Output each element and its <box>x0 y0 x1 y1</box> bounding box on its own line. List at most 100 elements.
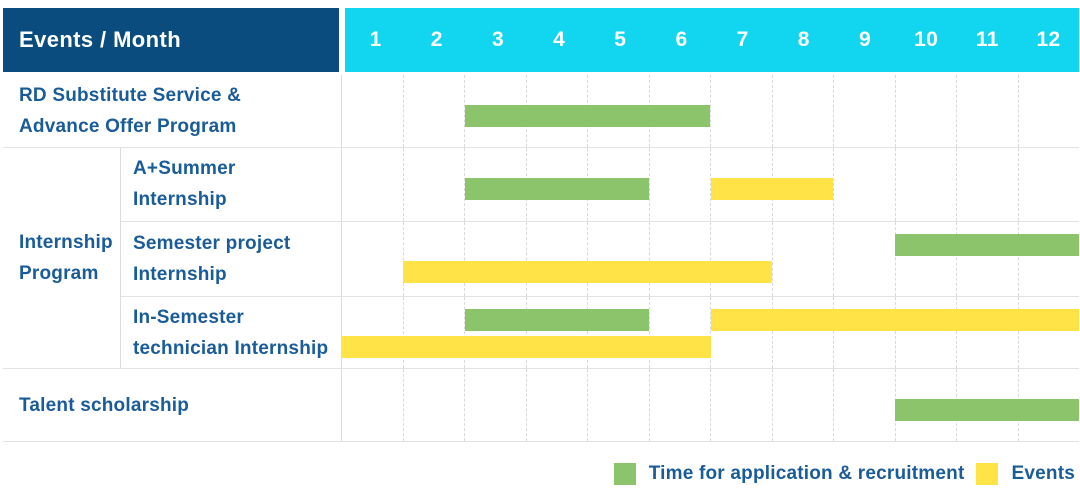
month-grid-cell <box>710 148 772 221</box>
month-grid-cell <box>587 369 649 441</box>
month-grid-cell <box>402 369 465 441</box>
row-label-line: Talent scholarship <box>19 394 190 416</box>
month-grid-cell <box>402 221 465 297</box>
month-grid <box>342 148 1079 221</box>
internship-program-group: Internship Program A+Summer Internship Semes… <box>3 147 1079 368</box>
legend: Time for application & recruitment Events <box>613 462 1075 486</box>
month-grid-cell <box>1017 297 1080 368</box>
month-grid-cell <box>710 75 772 147</box>
month-grid-cell <box>771 75 834 147</box>
gantt-bar-application <box>464 105 711 127</box>
month-header-cell: 3 <box>491 28 504 51</box>
month-grid-cell <box>525 221 588 297</box>
month-grid-cell <box>833 148 895 221</box>
event-row: Talent scholarship <box>3 368 1079 441</box>
month-grid <box>342 369 1079 441</box>
month-grid-cell <box>342 148 403 221</box>
month-header-cell: 8 <box>797 28 810 51</box>
event-subrow-label: Semester project Internship <box>121 221 342 297</box>
month-header-cell: 10 <box>914 28 939 51</box>
month-header-cell: 6 <box>675 28 688 51</box>
month-grid-cell <box>464 297 526 368</box>
gantt-bar-event <box>710 178 834 200</box>
event-row-label: RD Substitute Service & Advance Offer Pro… <box>3 75 342 147</box>
month-grid-cell <box>1017 75 1080 147</box>
row-label-line: Internship <box>133 264 227 285</box>
month-grid-cell <box>648 369 711 441</box>
row-label-line: technician Internship <box>133 337 329 359</box>
events-month-table: Events / Month 1 2 3 4 5 6 7 8 9 10 11 12 RD Substi… <box>3 8 1079 442</box>
month-grid-cell <box>464 148 526 221</box>
header-divider <box>339 8 345 72</box>
legend-item-application: Time for application & recruitment <box>613 463 965 485</box>
row-label-line: A+Summer <box>133 158 236 180</box>
month-grid-cell <box>1017 148 1080 221</box>
month-header-cell: 4 <box>553 28 566 51</box>
month-grid-cell <box>648 297 711 368</box>
month-grid-cell <box>648 221 711 297</box>
month-header-cell: 7 <box>736 28 749 51</box>
group-label-line: Program <box>19 263 99 284</box>
month-grid-cell <box>464 221 526 297</box>
legend-label: Events <box>1011 463 1075 484</box>
gantt-bar-application <box>894 399 1079 421</box>
group-label-line: Internship <box>19 232 113 253</box>
event-row: RD Substitute Service & Advance Offer Pro… <box>3 75 1079 147</box>
month-grid-cell <box>1017 221 1080 297</box>
row-label-line: RD Substitute Service & <box>19 85 242 106</box>
month-grid-cell <box>342 222 403 297</box>
month-grid-cell <box>525 297 588 368</box>
group-label: Internship Program <box>3 148 121 368</box>
month-grid-cell <box>648 148 711 221</box>
month-grid-cell <box>771 369 834 441</box>
row-label-line: In-Semester <box>133 306 244 328</box>
event-row-label: Talent scholarship <box>3 369 342 441</box>
row-label-line: Semester project <box>133 233 291 254</box>
month-grid-cell <box>464 75 526 147</box>
month-grid-cell <box>833 369 895 441</box>
row-label-line: Advance Offer Program <box>19 116 237 137</box>
month-grid-cell <box>833 75 895 147</box>
month-header-cell: 1 <box>369 28 382 51</box>
month-header-cell: 12 <box>1036 28 1061 51</box>
month-grid-cell <box>525 369 588 441</box>
gantt-bar-application <box>894 233 1079 256</box>
gantt-bar-event <box>710 309 1079 332</box>
month-header-cell: 2 <box>430 28 443 51</box>
events-month-header-cell: Events / Month <box>3 8 339 72</box>
month-grid-cell <box>402 75 465 147</box>
month-grid-cell <box>464 369 526 441</box>
month-grid-cell <box>710 369 772 441</box>
month-grid-cell <box>894 297 957 368</box>
month-grid-cell <box>402 297 465 368</box>
month-grid-cell <box>894 75 957 147</box>
legend-item-event: Events <box>976 463 1075 485</box>
legend-swatch-application <box>613 463 636 485</box>
month-grid-cell <box>342 369 403 441</box>
row-label-line: Internship <box>133 189 227 211</box>
month-grid-cell <box>342 75 403 147</box>
month-grid-cell <box>956 297 1018 368</box>
event-subrow: Semester project Internship <box>121 220 1080 297</box>
month-grid-cell <box>894 221 957 297</box>
month-grid-cell <box>833 221 895 297</box>
group-rows: A+Summer Internship Semester project Intern… <box>121 148 1079 368</box>
event-subrow: A+Summer Internship <box>121 148 1079 221</box>
month-grid-cell <box>956 148 1018 221</box>
month-grid-cell <box>587 297 649 368</box>
event-subrow: In-Semester technician Internship <box>121 296 1079 368</box>
month-grid <box>342 75 1079 147</box>
event-subrow-label: A+Summer Internship <box>121 148 342 221</box>
month-header-cell: 9 <box>858 28 871 51</box>
month-grid-cell <box>587 221 649 297</box>
month-header-cell: 5 <box>614 28 627 51</box>
gantt-bar-event <box>342 336 711 359</box>
month-header-row: 1 2 3 4 5 6 7 8 9 10 11 12 <box>345 8 1079 72</box>
month-grid-cell <box>771 297 834 368</box>
month-grid-cell <box>833 297 895 368</box>
month-grid <box>342 221 1080 297</box>
month-grid-cell <box>710 297 772 368</box>
month-grid <box>342 297 1079 368</box>
table-header-row: Events / Month 1 2 3 4 5 6 7 8 9 10 11 12 <box>3 8 1079 72</box>
month-grid-cell <box>956 75 1018 147</box>
